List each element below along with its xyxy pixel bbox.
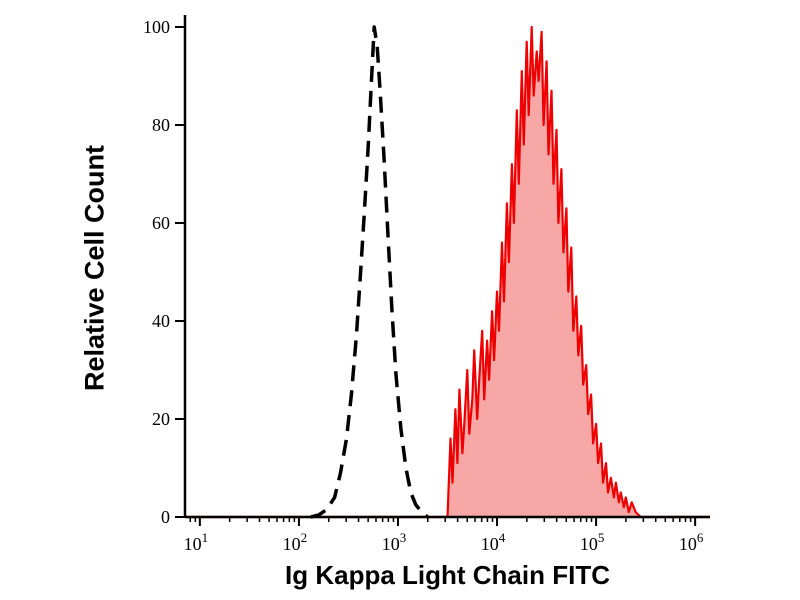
x-tick-label: 105	[580, 530, 605, 554]
y-tick-label: 40	[152, 311, 170, 331]
y-tick-label: 0	[161, 507, 170, 527]
x-axis-title: Ig Kappa Light Chain FITC	[285, 560, 610, 590]
x-tick-label: 106	[679, 530, 704, 554]
y-tick-label: 60	[152, 213, 170, 233]
y-tick-label: 20	[152, 409, 170, 429]
negative-control-curve	[310, 25, 429, 519]
stained-sample-curve	[185, 25, 710, 519]
x-tick-label: 102	[283, 530, 308, 554]
x-tick-label: 104	[481, 530, 506, 554]
x-tick-label: 101	[184, 530, 209, 554]
y-tick-label: 80	[152, 115, 170, 135]
x-tick-label: 103	[382, 530, 407, 554]
y-tick-label: 100	[143, 17, 170, 37]
